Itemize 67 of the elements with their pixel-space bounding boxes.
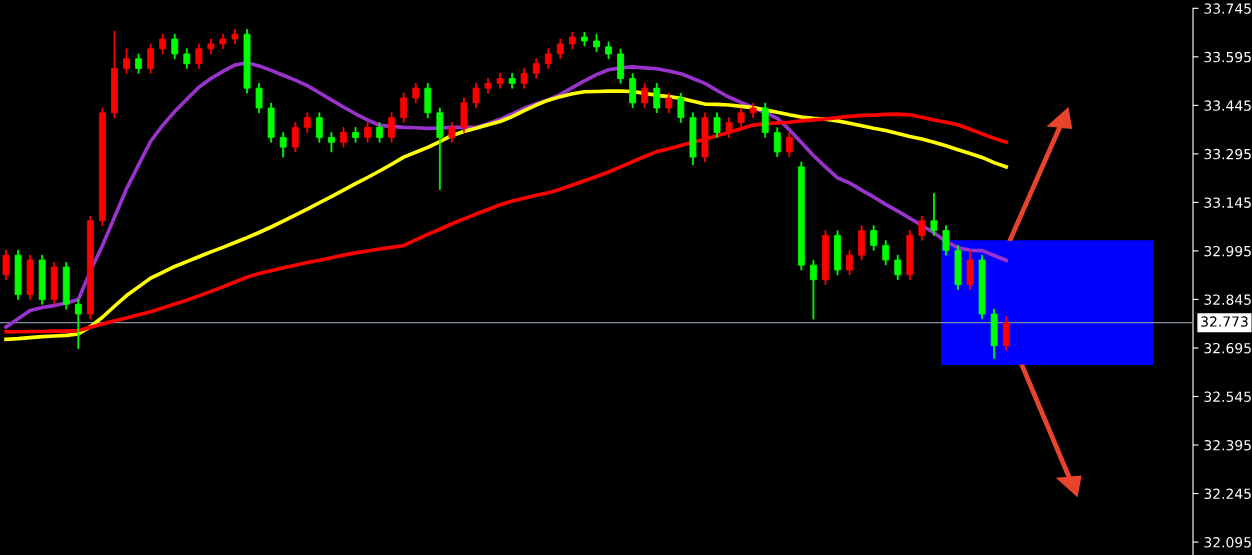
candlestick [279, 132, 287, 158]
candlestick [918, 215, 926, 241]
candlestick [448, 122, 456, 143]
candlestick [508, 72, 516, 89]
candlestick [954, 245, 962, 290]
candlestick [978, 254, 986, 320]
y-tick-label: 32.995 [1204, 245, 1251, 257]
candlestick [111, 30, 118, 119]
candlestick [74, 299, 82, 350]
candlestick [496, 72, 504, 89]
candlestick [231, 28, 239, 45]
candlestick [725, 117, 733, 138]
y-tick-label: 33.295 [1204, 148, 1251, 160]
candlestick [135, 53, 143, 74]
candlestick [376, 122, 384, 143]
candlestick [219, 33, 227, 50]
y-tick-label: 32.095 [1204, 537, 1251, 548]
y-tick-label: 32.245 [1204, 488, 1251, 500]
candlestick [593, 33, 600, 53]
y-tick-label: 32.695 [1204, 342, 1251, 354]
candlestick [617, 48, 625, 84]
candlestick [581, 31, 588, 47]
candlestick [26, 254, 34, 300]
candlestick [352, 126, 359, 143]
candlestick [243, 28, 251, 94]
y-tick-label: 32.395 [1204, 439, 1251, 451]
candlestick [147, 43, 155, 74]
candlestick [327, 132, 335, 153]
candlestick [568, 31, 576, 50]
candlestick [966, 249, 974, 290]
candlestick [255, 82, 263, 114]
candlestick [809, 259, 817, 320]
candlestick [749, 102, 757, 119]
candlestick [556, 38, 564, 60]
candlestick [605, 41, 612, 60]
ref-line-label: 32.773 [1201, 316, 1248, 327]
candlestick [472, 82, 480, 109]
candlestick [303, 112, 311, 133]
candlestick [123, 48, 130, 74]
candlestick [183, 48, 191, 69]
candlestick [677, 92, 685, 123]
candlestick [942, 225, 950, 256]
candlestick [2, 249, 10, 281]
y-tick-label: 33.145 [1204, 197, 1251, 208]
candlestick [14, 249, 22, 300]
candlestick [544, 48, 552, 69]
candlestick [846, 249, 853, 276]
candlestick [930, 192, 938, 236]
candlestick [665, 92, 673, 114]
y-tick-label: 33.445 [1204, 100, 1251, 111]
candlestick [267, 102, 275, 143]
candlestick [689, 112, 697, 166]
candlestick [858, 225, 866, 261]
candlestick [436, 107, 444, 190]
candlestick [894, 254, 902, 281]
candlestick [159, 33, 167, 55]
candlestick [713, 112, 721, 138]
candlestick [207, 38, 215, 55]
candlestick [340, 126, 347, 148]
y-tick-label: 33.745 [1204, 3, 1251, 14]
candlestick [460, 97, 468, 133]
candlestick [484, 78, 492, 94]
candlestick [364, 122, 371, 143]
y-tick-label: 32.845 [1204, 294, 1251, 305]
candlestick [532, 58, 540, 79]
y-tick-label: 33.595 [1204, 51, 1251, 63]
y-tick-label: 32.545 [1204, 391, 1251, 402]
